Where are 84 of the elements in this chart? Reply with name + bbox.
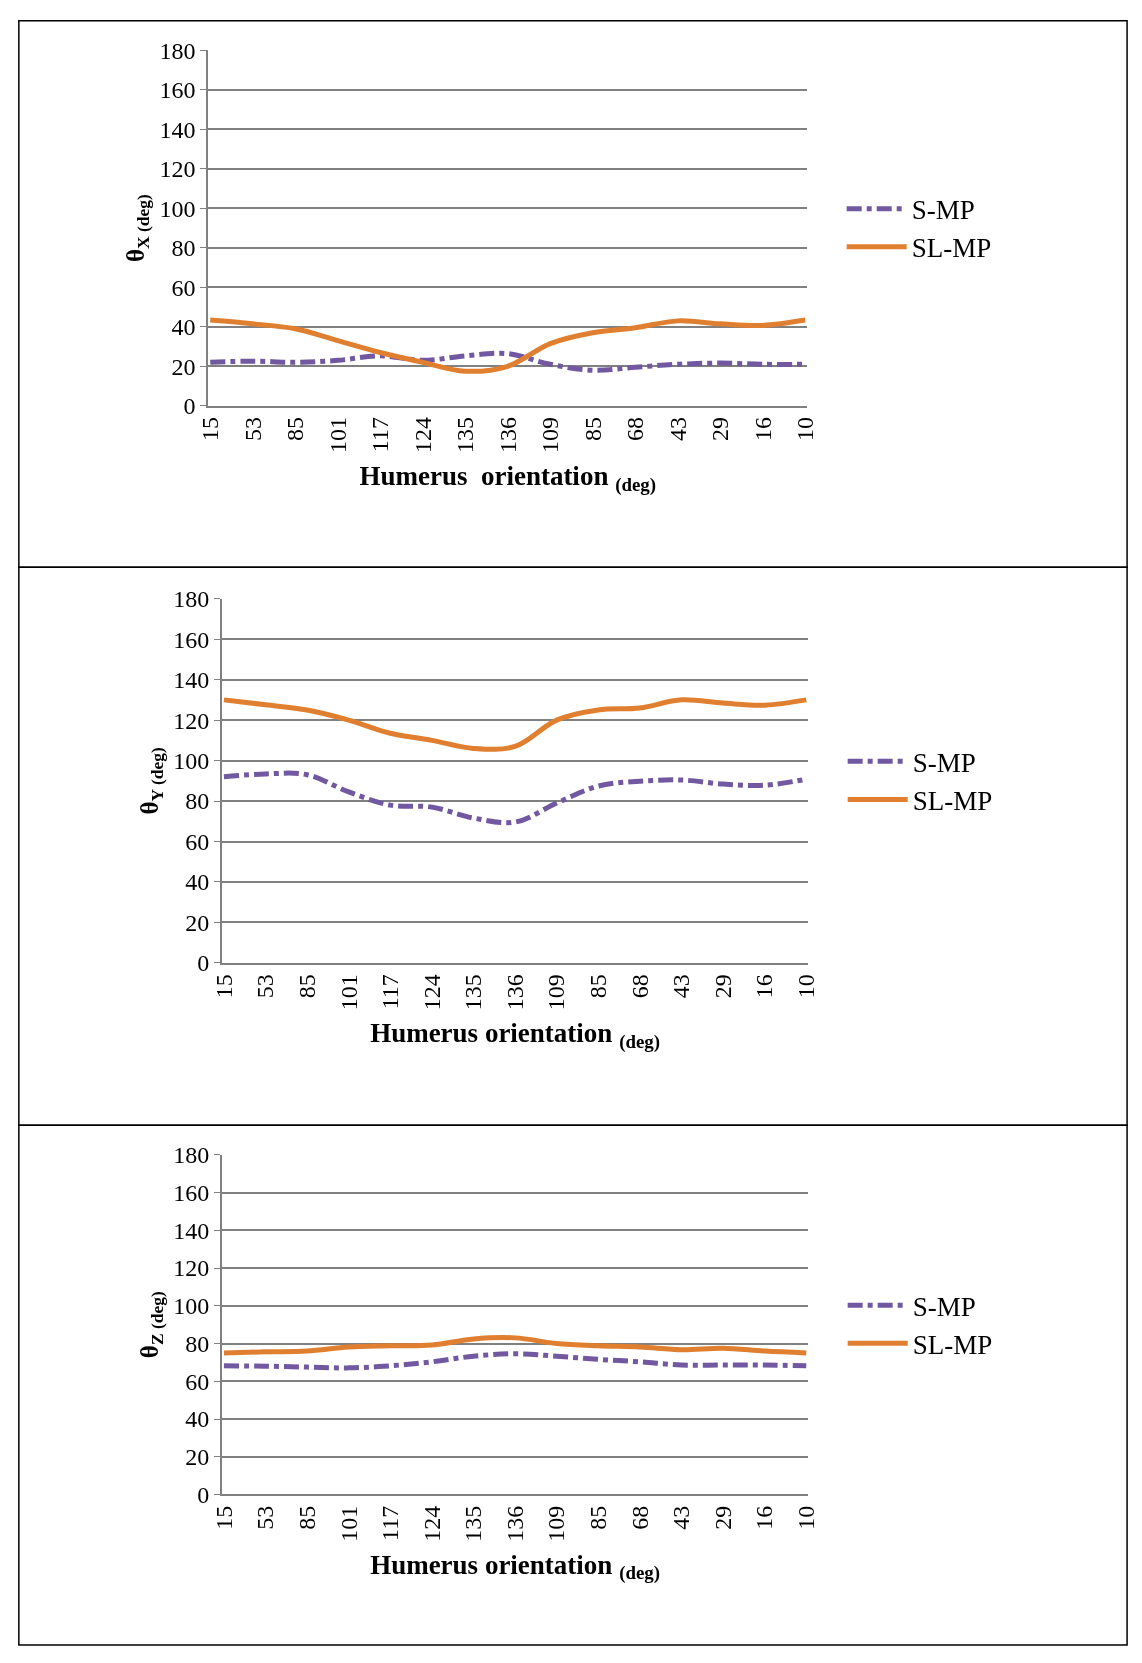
- y-tick-label: 40: [185, 869, 210, 896]
- x-tick-label: 53: [252, 1505, 279, 1530]
- y-tick-label: 0: [197, 950, 210, 977]
- x-tick-label: 85: [585, 974, 612, 999]
- x-tick-label: 16: [751, 974, 778, 999]
- y-tick-label: 140: [173, 1217, 210, 1244]
- y-tick-label: 140: [173, 667, 210, 694]
- x-tick-label: 10: [793, 1505, 820, 1530]
- x-tick-label: 85: [282, 417, 309, 442]
- y-tick-label: 120: [173, 707, 210, 734]
- y-tick-label: 100: [173, 747, 210, 774]
- y-tick-label: 120: [159, 156, 196, 183]
- y-tick-label: 140: [159, 116, 196, 143]
- x-tick-label: 15: [197, 417, 224, 442]
- y-tick-label: 0: [197, 1481, 210, 1508]
- y-tick-label: 0: [183, 393, 196, 420]
- y-tick-label: 120: [173, 1255, 210, 1282]
- x-tick-label: 136: [501, 1505, 528, 1542]
- x-axis-title: Humerus orientation $_{(deg)}$: [370, 1549, 661, 1585]
- y-tick-label: 100: [173, 1293, 210, 1320]
- x-tick-label: 43: [664, 417, 691, 442]
- x-tick-label: 117: [377, 974, 404, 1010]
- x-tick-label: 10: [792, 417, 819, 442]
- x-tick-label: 68: [622, 417, 649, 442]
- x-tick-label: 109: [543, 1505, 570, 1542]
- y-tick-label: 80: [171, 235, 196, 262]
- x-tick-label: 124: [418, 1505, 445, 1542]
- y-tick-label: 20: [185, 1444, 210, 1471]
- y-tick-label: 100: [159, 195, 196, 222]
- x-tick-label: 68: [626, 974, 653, 999]
- legend-label: SL-MP: [912, 785, 993, 816]
- x-tick-label: 109: [543, 974, 570, 1011]
- x-tick-label: 68: [626, 1505, 653, 1530]
- x-tick-label: 43: [668, 1505, 695, 1530]
- x-tick-label: 117: [367, 417, 394, 453]
- y-tick-label: 40: [171, 314, 196, 341]
- x-tick-label: 136: [501, 974, 528, 1011]
- x-tick-label: 53: [239, 417, 266, 442]
- y-tick-label: 60: [185, 828, 210, 855]
- y-tick-label: 60: [171, 274, 196, 301]
- x-tick-label: 101: [324, 417, 351, 454]
- x-tick-label: 136: [494, 417, 521, 454]
- y-tick-label: 160: [173, 1179, 210, 1206]
- y-tick-label: 160: [159, 77, 196, 104]
- legend-label: SL-MP: [911, 233, 992, 264]
- y-tick-label: 180: [173, 1142, 210, 1169]
- x-tick-label: 124: [409, 417, 436, 454]
- y-tick-label: 20: [171, 353, 196, 380]
- legend-label: S-MP: [911, 195, 975, 226]
- x-tick-label: 135: [460, 974, 487, 1011]
- x-tick-label: 85: [293, 974, 320, 999]
- x-tick-label: 10: [793, 974, 820, 999]
- y-tick-label: 80: [185, 1330, 210, 1357]
- y-tick-label: 80: [185, 788, 210, 815]
- x-tick-label: 85: [579, 417, 606, 442]
- x-tick-label: 15: [210, 1505, 237, 1530]
- legend-label: S-MP: [912, 747, 976, 778]
- y-tick-label: 160: [173, 626, 210, 653]
- x-tick-label: 16: [749, 417, 776, 442]
- y-tick-label: 180: [159, 37, 196, 64]
- y-tick-label: 180: [173, 586, 210, 613]
- legend-label: S-MP: [912, 1291, 976, 1322]
- x-tick-label: 135: [460, 1505, 487, 1542]
- y-tick-label: 20: [185, 909, 210, 936]
- x-tick-label: 101: [335, 1505, 362, 1542]
- x-tick-label: 109: [537, 417, 564, 454]
- x-tick-label: 85: [293, 1505, 320, 1530]
- x-axis-title: Humerus orientation $_{(deg)}$: [359, 461, 657, 496]
- x-tick-label: 29: [709, 974, 736, 999]
- x-tick-label: 85: [585, 1505, 612, 1530]
- x-tick-label: 29: [709, 1505, 736, 1530]
- x-tick-label: 135: [452, 417, 479, 454]
- y-tick-label: 60: [185, 1368, 210, 1395]
- x-tick-label: 101: [335, 974, 362, 1011]
- x-tick-label: 117: [377, 1505, 404, 1541]
- x-tick-label: 53: [252, 974, 279, 999]
- legend-label: SL-MP: [912, 1329, 993, 1360]
- x-tick-label: 29: [707, 417, 734, 442]
- x-tick-label: 43: [668, 974, 695, 999]
- x-tick-label: 15: [210, 974, 237, 999]
- x-axis-title: Humerus orientation $_{(deg)}$: [370, 1018, 661, 1053]
- x-tick-label: 124: [418, 974, 445, 1011]
- y-tick-label: 40: [185, 1406, 210, 1433]
- x-tick-label: 16: [751, 1505, 778, 1530]
